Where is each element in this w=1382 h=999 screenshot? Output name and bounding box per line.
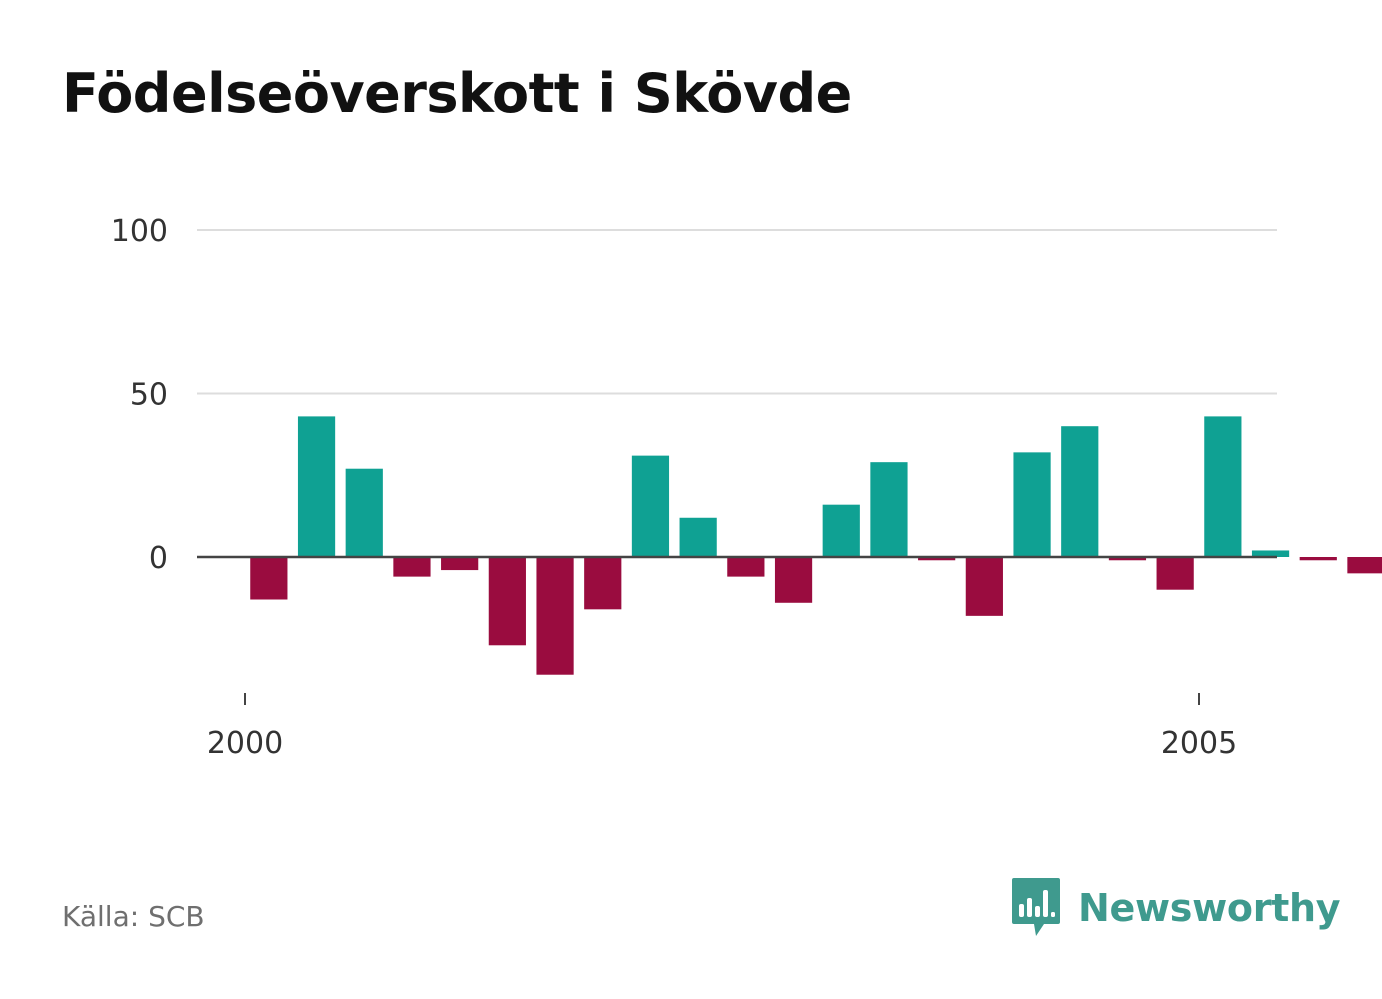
- x-tick-label: 2005: [1161, 726, 1237, 761]
- bar: [774, 557, 813, 603]
- bar: [584, 557, 622, 610]
- bar: [488, 557, 526, 646]
- bar: [918, 557, 956, 561]
- source-note: Källa: SCB: [62, 900, 205, 933]
- bar: [1156, 557, 1194, 590]
- brand-logo-block: Newsworthy: [1010, 876, 1341, 940]
- x-axis-ticks: 200020052010201520202025: [207, 693, 1237, 761]
- bar: [1299, 557, 1337, 561]
- y-tick-label: 0: [149, 541, 168, 576]
- bar: [727, 557, 765, 577]
- gridlines: [197, 229, 1277, 395]
- bar: [1204, 416, 1242, 557]
- brand-name: Newsworthy: [1078, 886, 1341, 930]
- bar: [1347, 557, 1382, 574]
- y-tick-label: 50: [130, 378, 168, 413]
- bar: [679, 517, 717, 557]
- bar: [345, 468, 383, 557]
- x-tick-label: 2000: [207, 726, 283, 761]
- bars: [250, 416, 1382, 675]
- bar: [965, 557, 1003, 616]
- y-axis-labels: 100 50 0: [111, 214, 168, 576]
- bar: [822, 504, 860, 557]
- bar: [631, 455, 670, 557]
- bar: [1251, 550, 1290, 557]
- bar: [441, 557, 479, 571]
- bar: [1108, 557, 1147, 561]
- bar: [536, 557, 574, 675]
- chart-title: Födelseöverskott i Skövde: [62, 62, 852, 125]
- bar: [297, 416, 336, 557]
- y-tick-label: 100: [111, 214, 168, 249]
- bar: [1013, 452, 1051, 557]
- bar: [250, 557, 288, 600]
- bar-chart-speech-bubble-icon: [1012, 878, 1060, 936]
- bar: [870, 462, 908, 557]
- bar: [1061, 426, 1099, 557]
- bar: [393, 557, 431, 577]
